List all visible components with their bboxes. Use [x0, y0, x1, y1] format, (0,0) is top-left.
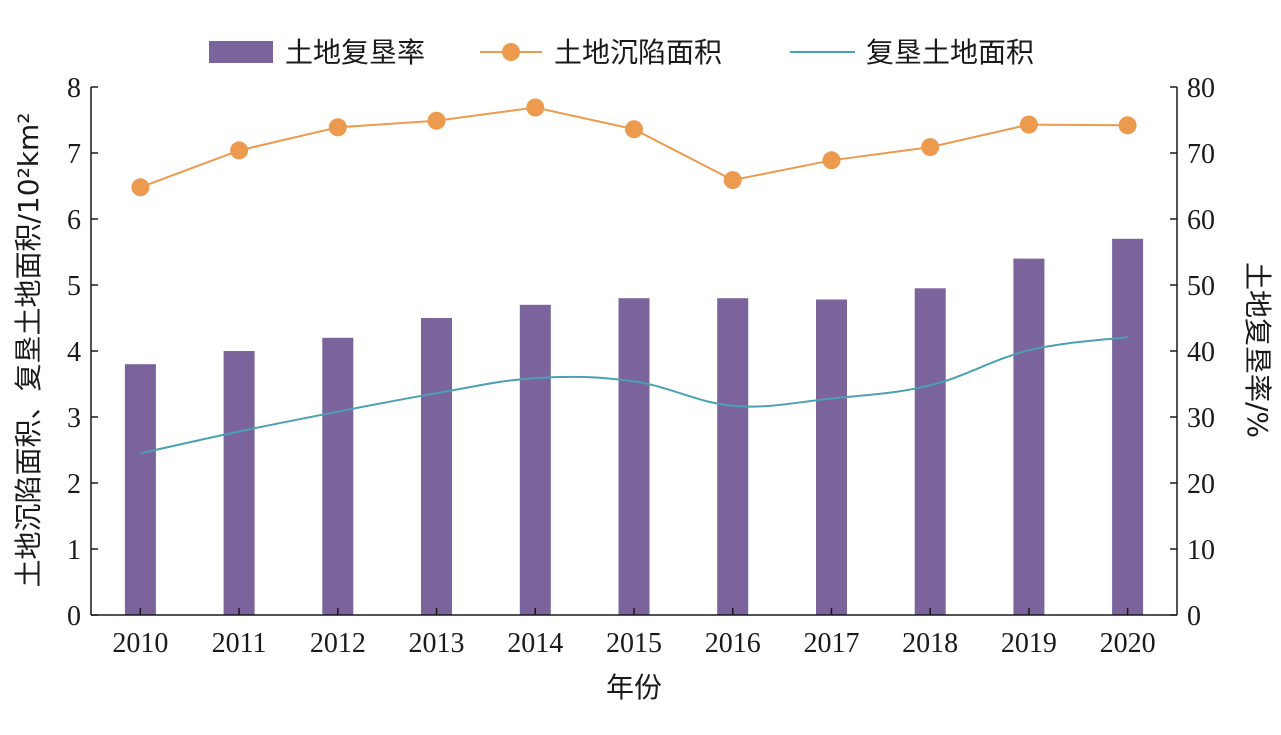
point-subsidence-2020 [1118, 116, 1137, 135]
bar-2018 [914, 288, 946, 615]
point-subsidence-2016 [723, 171, 742, 190]
point-subsidence-2010 [131, 178, 150, 197]
left-tick-label: 4 [67, 337, 81, 368]
left-tick-label: 3 [67, 403, 81, 434]
right-tick-label: 20 [1187, 469, 1215, 500]
left-tick-label: 8 [67, 73, 81, 104]
bar-2019 [1013, 258, 1045, 615]
left-tick-label: 5 [67, 271, 81, 302]
left-tick-label: 2 [67, 469, 81, 500]
bar-series [124, 238, 1144, 616]
bar-2020 [1112, 238, 1144, 616]
x-tick-label: 2010 [112, 628, 168, 659]
bar-2011 [223, 351, 255, 615]
legend-swatch-bar [209, 41, 273, 63]
point-subsidence-2013 [427, 111, 446, 130]
legend-label-line-marker: 土地沉陷面积 [554, 36, 722, 69]
right-tick-label: 40 [1187, 337, 1215, 368]
legend-label-line: 复垦土地面积 [866, 36, 1034, 69]
legend-label-bar: 土地复垦率 [285, 36, 425, 69]
x-tick-label: 2015 [606, 628, 662, 659]
x-tick-label: 2017 [803, 628, 859, 659]
bar-2014 [519, 304, 551, 615]
x-tick-label: 2016 [705, 628, 761, 659]
point-subsidence-2015 [625, 120, 643, 139]
point-subsidence-2011 [230, 141, 249, 160]
left-tick-label: 6 [67, 205, 81, 236]
bar-2016 [717, 298, 749, 615]
left-tick-label: 1 [67, 535, 81, 566]
legend-marker-dot [502, 43, 520, 61]
right-tick-label: 30 [1187, 403, 1215, 434]
right-tick-label: 70 [1187, 139, 1215, 170]
point-subsidence-2012 [328, 118, 347, 137]
line-subsidence-area [140, 106, 1128, 189]
legend: 土地复垦率 土地沉陷面积 复垦土地面积 [209, 36, 1034, 69]
line-series [131, 98, 1137, 455]
x-tick-label: 2014 [507, 628, 563, 659]
right-tick-label: 10 [1187, 535, 1215, 566]
x-tick-label: 2013 [409, 628, 465, 659]
x-tick-label: 2011 [212, 628, 267, 659]
bar-2013 [421, 318, 452, 615]
right-tick-label: 60 [1187, 205, 1215, 236]
point-subsidence-2017 [822, 151, 841, 170]
x-tick-label: 2018 [902, 628, 958, 659]
point-subsidence-2014 [526, 98, 545, 117]
x-tick-label: 2019 [1001, 628, 1057, 659]
left-tick-label: 0 [67, 601, 81, 632]
left-tick-label: 7 [67, 139, 81, 170]
right-axis-title: 土地复垦率/% [1241, 262, 1274, 438]
x-axis-title: 年份 [606, 671, 662, 704]
line-reclaimed-area [140, 336, 1128, 455]
bar-2012 [322, 337, 354, 615]
right-tick-label: 80 [1187, 73, 1215, 104]
point-subsidence-2019 [1019, 115, 1038, 134]
x-tick-label: 2012 [310, 628, 366, 659]
bar-2015 [618, 298, 650, 615]
right-tick-label: 0 [1187, 601, 1201, 632]
left-axis-title: 土地沉陷面积、复垦土地面积/10²km² [12, 112, 45, 587]
bar-2010 [124, 364, 156, 615]
point-subsidence-2018 [921, 138, 940, 157]
bar-2017 [816, 299, 847, 615]
x-tick-label: 2020 [1100, 628, 1156, 659]
right-tick-label: 50 [1187, 271, 1215, 302]
